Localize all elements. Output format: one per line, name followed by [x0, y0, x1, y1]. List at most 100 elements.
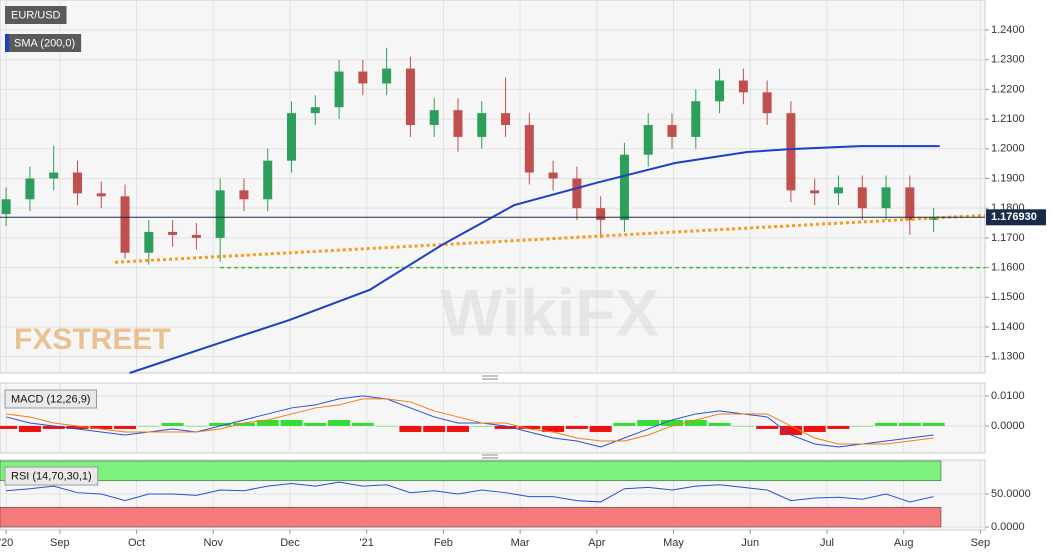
candle-body — [929, 217, 939, 221]
histogram-bar — [827, 425, 850, 429]
candle-body — [334, 71, 344, 108]
candle-body — [738, 80, 748, 93]
histogram-bar — [304, 422, 327, 426]
trendline — [114, 213, 986, 264]
histogram-bar — [922, 422, 945, 426]
histogram-bar — [90, 425, 113, 429]
x-tick-label: Sep — [50, 537, 70, 549]
legend-box: MACD (12,26,9) — [4, 389, 97, 409]
x-tick-label: '21 — [360, 537, 374, 549]
histogram-bar — [518, 425, 541, 429]
histogram-bar — [613, 422, 636, 426]
candle-body — [810, 190, 820, 194]
histogram-bar — [542, 425, 565, 432]
y-tick-label: 0.0000 — [991, 521, 1025, 533]
legend-bg — [5, 34, 82, 52]
x-tick-label: Sep — [971, 537, 991, 549]
candle-body — [453, 110, 463, 137]
candle-body — [429, 110, 439, 126]
macd-line — [6, 395, 934, 448]
candle-body — [191, 234, 201, 238]
rsi-line — [6, 481, 934, 503]
candle-body — [1, 199, 11, 215]
candle-body — [596, 208, 606, 221]
candle-body — [524, 125, 534, 173]
y-tick-label: 1.1300 — [991, 351, 1025, 363]
candle-body — [905, 187, 915, 221]
candle-body — [667, 125, 677, 137]
legend-text: RSI (14,70,30,1) — [11, 470, 92, 482]
y-tick-label: 0.0100 — [991, 390, 1025, 402]
y-tick-label: 0.0000 — [991, 420, 1025, 432]
histogram-bar — [375, 425, 398, 427]
histogram-bar — [898, 422, 921, 426]
candle-body — [287, 113, 297, 161]
x-tick-label: Aug — [894, 537, 914, 549]
x-tick-label: Feb — [434, 537, 453, 549]
histogram-bar — [66, 425, 89, 429]
y-tick-label: 1.2100 — [991, 113, 1025, 125]
x-tick-label: Nov — [203, 537, 223, 549]
candle-body — [72, 172, 82, 194]
y-tick-label: 1.2000 — [991, 143, 1025, 155]
candle-body — [144, 231, 154, 253]
legend-bg — [4, 466, 99, 486]
candle-body — [548, 172, 558, 179]
candle-body — [833, 187, 843, 194]
histogram-bar — [756, 425, 779, 429]
candle-body — [215, 190, 225, 238]
macd-line — [6, 398, 934, 445]
x-tick-label: Mar — [511, 537, 530, 549]
histogram-bar — [0, 425, 18, 429]
legend-text: MACD (12,26,9) — [11, 393, 90, 405]
histogram-bar — [661, 419, 684, 426]
last-price-label: 1.176930 — [991, 211, 1037, 223]
candle-body — [643, 125, 653, 155]
histogram-bar — [256, 419, 279, 426]
x-tick-label: Jun — [741, 537, 759, 549]
legend-box: SMA (200,0) — [5, 34, 82, 52]
x-tick-label: Dec — [280, 537, 300, 549]
watermark: FXSTREET — [14, 323, 171, 356]
candle-body — [501, 113, 511, 126]
histogram-bar — [875, 422, 898, 426]
candle-body — [405, 68, 415, 126]
legend-swatch — [5, 34, 9, 52]
legend-bg — [4, 389, 97, 409]
histogram-bar — [851, 425, 874, 427]
candle-body — [49, 172, 59, 179]
legend-box: RSI (14,70,30,1) — [4, 466, 99, 486]
histogram-bar — [351, 422, 374, 426]
histogram-bar — [137, 425, 160, 427]
x-tick-label: Apr — [588, 537, 605, 549]
candle-body — [762, 92, 772, 114]
candle-body — [881, 187, 891, 209]
histogram-bar — [161, 422, 184, 426]
last-price-box — [986, 209, 1046, 226]
histogram-bar — [684, 419, 707, 426]
candle-body — [96, 193, 106, 197]
candle-body — [25, 178, 35, 200]
histogram-bar — [779, 425, 802, 435]
legend-text: SMA (200,0) — [14, 37, 75, 49]
candle-body — [715, 80, 725, 102]
y-tick-label: 1.1500 — [991, 291, 1025, 303]
histogram-bar — [18, 425, 41, 432]
candle-body — [619, 154, 629, 221]
y-tick-label: 1.2200 — [991, 83, 1025, 95]
histogram-bar — [446, 425, 469, 432]
histogram-bar — [209, 422, 232, 426]
candle-body — [691, 101, 701, 137]
sma-line — [129, 145, 940, 374]
candle-body — [120, 196, 130, 253]
candle-body — [572, 178, 582, 209]
candle-body — [263, 160, 273, 200]
y-tick-label: 1.2400 — [991, 24, 1025, 36]
histogram-bar — [732, 425, 755, 427]
histogram-bar — [589, 425, 612, 432]
candle-body — [358, 71, 368, 84]
x-tick-label: Jul — [820, 537, 834, 549]
candle-body — [239, 190, 249, 200]
